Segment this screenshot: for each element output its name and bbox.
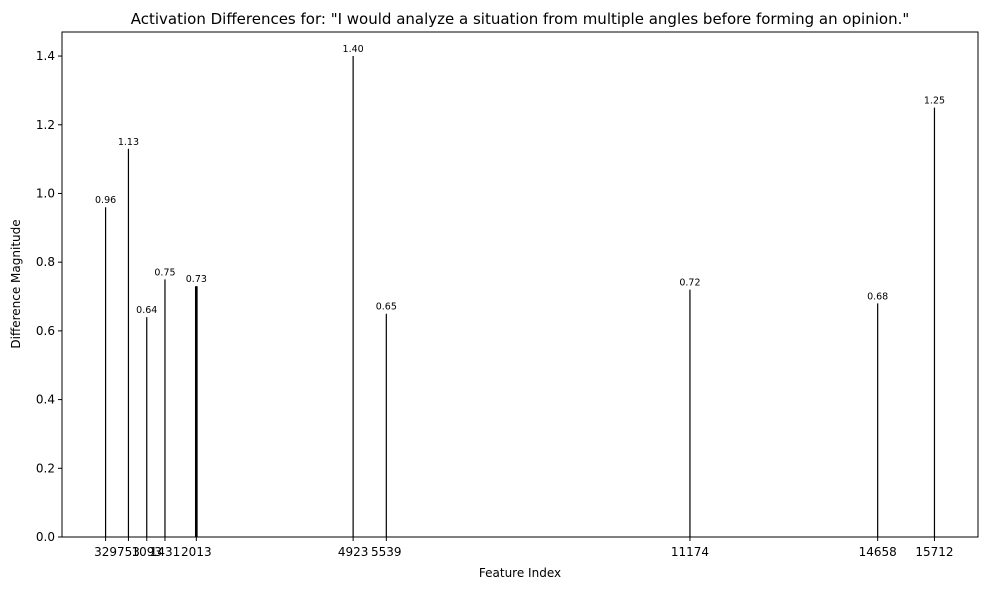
data-label: 1.25 xyxy=(924,96,945,107)
x-tick-label: 2013 xyxy=(181,545,212,559)
data-label: 0.72 xyxy=(679,278,700,289)
data-label: 0.96 xyxy=(95,195,116,206)
y-tick-label: 0.2 xyxy=(36,461,55,475)
x-tick-label: 5539 xyxy=(371,545,402,559)
x-tick-label: 329 xyxy=(94,545,117,559)
x-tick-label: 1431 xyxy=(150,545,181,559)
data-label: 0.75 xyxy=(154,267,175,278)
x-tick-label: 11174 xyxy=(671,545,709,559)
data-label: 0.64 xyxy=(136,305,157,316)
x-tick-label: 4923 xyxy=(338,545,369,559)
y-tick-label: 0.4 xyxy=(36,393,55,407)
data-label: 1.13 xyxy=(118,137,139,148)
x-axis-label: Feature Index xyxy=(479,566,561,580)
data-label: 0.65 xyxy=(376,302,397,313)
y-axis-label: Difference Magnitude xyxy=(9,219,23,348)
x-tick-label: 753 xyxy=(117,545,140,559)
data-label: 1.40 xyxy=(343,44,364,55)
y-tick-label: 1.0 xyxy=(36,186,55,200)
x-tick-label: 15712 xyxy=(915,545,953,559)
chart-title: Activation Differences for: "I would ana… xyxy=(131,10,910,28)
y-tick-label: 1.2 xyxy=(36,118,55,132)
plot-frame xyxy=(61,31,979,538)
x-tick-label: 14658 xyxy=(859,545,897,559)
y-tick-label: 0.6 xyxy=(36,324,55,338)
y-tick-label: 1.4 xyxy=(36,49,55,63)
y-tick-label: 0.0 xyxy=(36,530,55,544)
y-tick-label: 0.8 xyxy=(36,255,55,269)
data-label: 0.68 xyxy=(867,291,888,302)
data-label: 0.73 xyxy=(186,274,207,285)
x-tick-label: 1093 xyxy=(131,545,162,559)
